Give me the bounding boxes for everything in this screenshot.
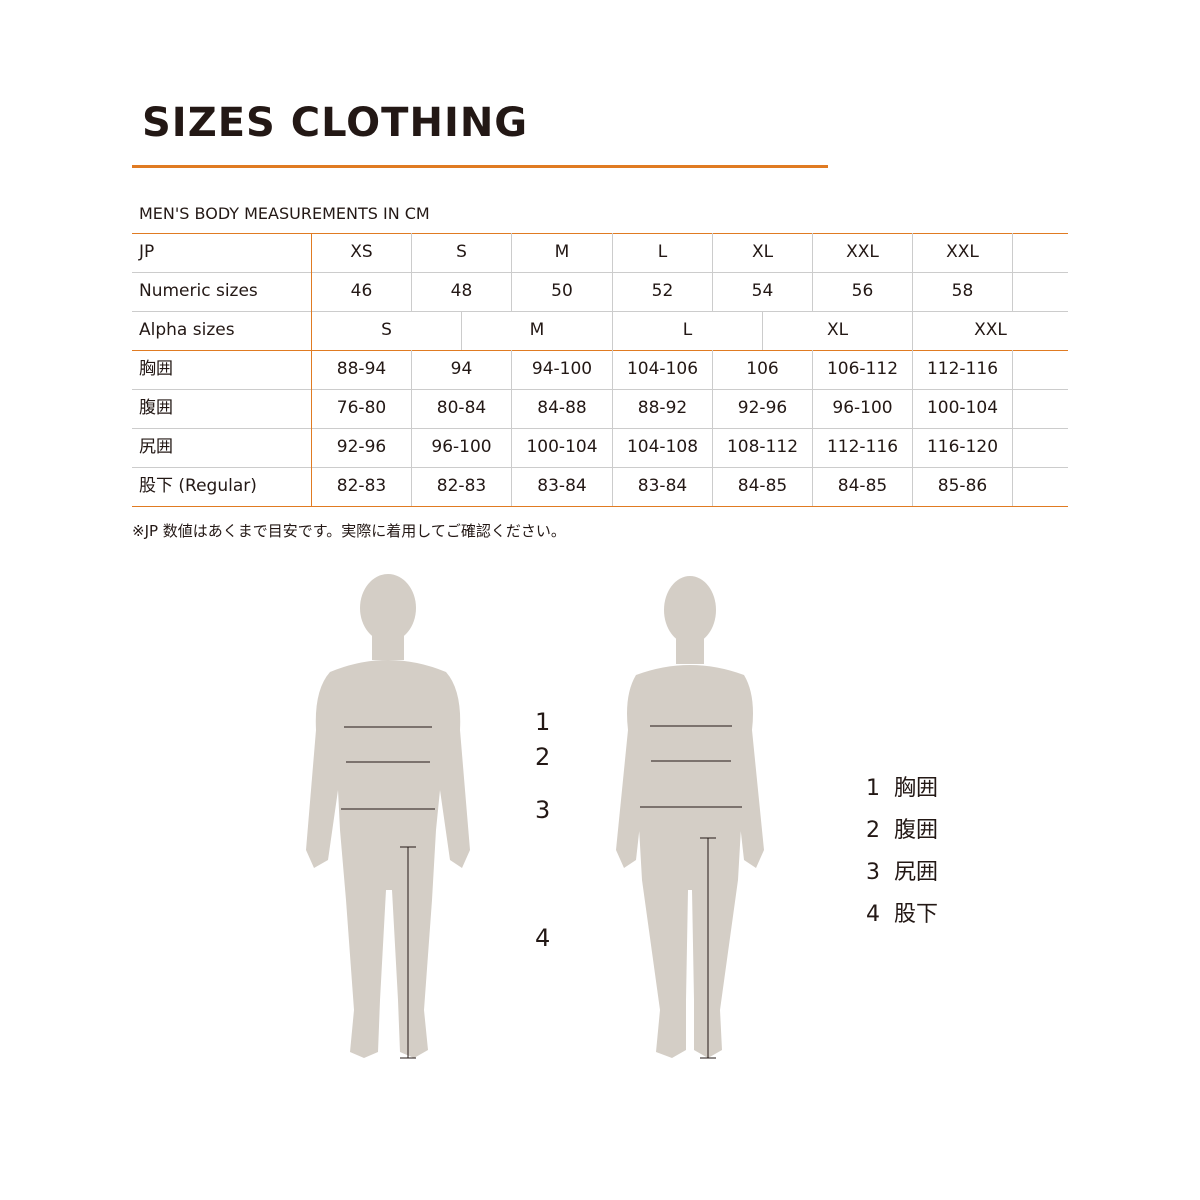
- table-cell: 58: [912, 272, 1012, 311]
- legend-number: 4: [866, 902, 880, 927]
- table-cell: 48: [411, 272, 511, 311]
- row-label: 腹囲: [139, 398, 173, 418]
- footnote: ※JP 数値はあくまで目安です。実際に着用してご確認ください。: [132, 522, 566, 540]
- female-figure: [616, 576, 764, 1058]
- table-cell: XS: [311, 233, 411, 272]
- legend-item: 2 腹囲: [866, 812, 938, 844]
- table-cell: 94-100: [511, 350, 612, 389]
- empty-cell: [1012, 272, 1068, 311]
- table-cell: 76-80: [311, 389, 411, 428]
- table-cell: 50: [511, 272, 612, 311]
- page-title: SIZES CLOTHING: [142, 100, 529, 146]
- table-cell: S: [411, 233, 511, 272]
- row-label: Numeric sizes: [139, 281, 258, 301]
- table-cell: 104-108: [612, 428, 712, 467]
- empty-cell: [1012, 467, 1068, 506]
- table-cell: 116-120: [912, 428, 1012, 467]
- table-row: 尻囲 92-96 96-100 100-104 104-108 108-112 112-11…: [132, 428, 1068, 468]
- table-cell: XXL: [912, 311, 1068, 350]
- table-cell: 84-85: [712, 467, 812, 506]
- table-cell: 52: [612, 272, 712, 311]
- table-row: Alpha sizes S M L XL XXL: [132, 311, 1068, 351]
- table-cell: 106: [712, 350, 812, 389]
- table-cell: 100-104: [912, 389, 1012, 428]
- row-label: 胸囲: [139, 359, 173, 379]
- diagram-number-2: 2: [535, 743, 551, 771]
- title-divider: [132, 165, 828, 168]
- table-cell: 83-84: [511, 467, 612, 506]
- table-cell: S: [311, 311, 461, 350]
- table-cell: XXL: [812, 233, 912, 272]
- legend-label: 尻囲: [894, 860, 939, 885]
- table-cell: 104-106: [612, 350, 712, 389]
- table-row: 胸囲 88-94 94 94-100 104-106 106 106-112 112-116: [132, 350, 1068, 390]
- table-cell: 106-112: [812, 350, 912, 389]
- table-cell: 108-112: [712, 428, 812, 467]
- row-label: Alpha sizes: [139, 320, 235, 340]
- table-row: 股下 (Regular) 82-83 82-83 83-84 83-84 84-85 84-…: [132, 467, 1068, 507]
- legend-number: 1: [866, 776, 880, 801]
- empty-cell: [1012, 428, 1068, 467]
- table-cell: 46: [311, 272, 411, 311]
- table-cell: 88-94: [311, 350, 411, 389]
- row-label: 尻囲: [139, 437, 173, 457]
- table-cell: M: [461, 311, 612, 350]
- table-cell: XXL: [912, 233, 1012, 272]
- table-cell: 84-88: [511, 389, 612, 428]
- table-cell: 96-100: [812, 389, 912, 428]
- legend-item: 4 股下: [866, 896, 938, 928]
- empty-cell: [1012, 233, 1068, 272]
- table-row: JP XS S M L XL XXL XXL: [132, 233, 1068, 273]
- label-column-divider: [311, 233, 312, 506]
- table-cell: 85-86: [912, 467, 1012, 506]
- empty-cell: [1012, 350, 1068, 389]
- diagram-number-3: 3: [535, 796, 551, 824]
- table-cell: 82-83: [311, 467, 411, 506]
- table-cell: M: [511, 233, 612, 272]
- diagram-number-1: 1: [535, 708, 551, 736]
- table-row: 腹囲 76-80 80-84 84-88 88-92 92-96 96-100 100-104: [132, 389, 1068, 429]
- table-cell: 56: [812, 272, 912, 311]
- table-cell: 112-116: [912, 350, 1012, 389]
- table-cell: L: [612, 311, 762, 350]
- legend-number: 3: [866, 860, 880, 885]
- table-cell: 82-83: [411, 467, 511, 506]
- table-cell: 92-96: [712, 389, 812, 428]
- table-cell: 92-96: [311, 428, 411, 467]
- table-cell: 83-84: [612, 467, 712, 506]
- table-cell: 84-85: [812, 467, 912, 506]
- legend-item: 1 胸囲: [866, 770, 938, 802]
- legend-label: 股下: [894, 902, 939, 927]
- table-cell: 100-104: [511, 428, 612, 467]
- legend-item: 3 尻囲: [866, 854, 938, 886]
- legend-label: 胸囲: [894, 776, 939, 801]
- table-cell: 80-84: [411, 389, 511, 428]
- legend-number: 2: [866, 818, 880, 843]
- table-subtitle: MEN'S BODY MEASUREMENTS IN CM: [139, 204, 430, 223]
- table-cell: 94: [411, 350, 511, 389]
- legend-label: 腹囲: [894, 818, 939, 843]
- empty-cell: [1012, 389, 1068, 428]
- table-cell: 96-100: [411, 428, 511, 467]
- table-cell: 54: [712, 272, 812, 311]
- table-cell: XL: [712, 233, 812, 272]
- male-figure: [306, 574, 470, 1058]
- diagram-number-4: 4: [535, 924, 551, 952]
- table-row: Numeric sizes 46 48 50 52 54 56 58: [132, 272, 1068, 312]
- table-cell: 88-92: [612, 389, 712, 428]
- row-label: JP: [139, 242, 155, 262]
- table-cell: L: [612, 233, 712, 272]
- table-cell: 112-116: [812, 428, 912, 467]
- table-cell: XL: [762, 311, 912, 350]
- row-label: 股下 (Regular): [139, 476, 257, 496]
- table-top-border: [132, 233, 1068, 234]
